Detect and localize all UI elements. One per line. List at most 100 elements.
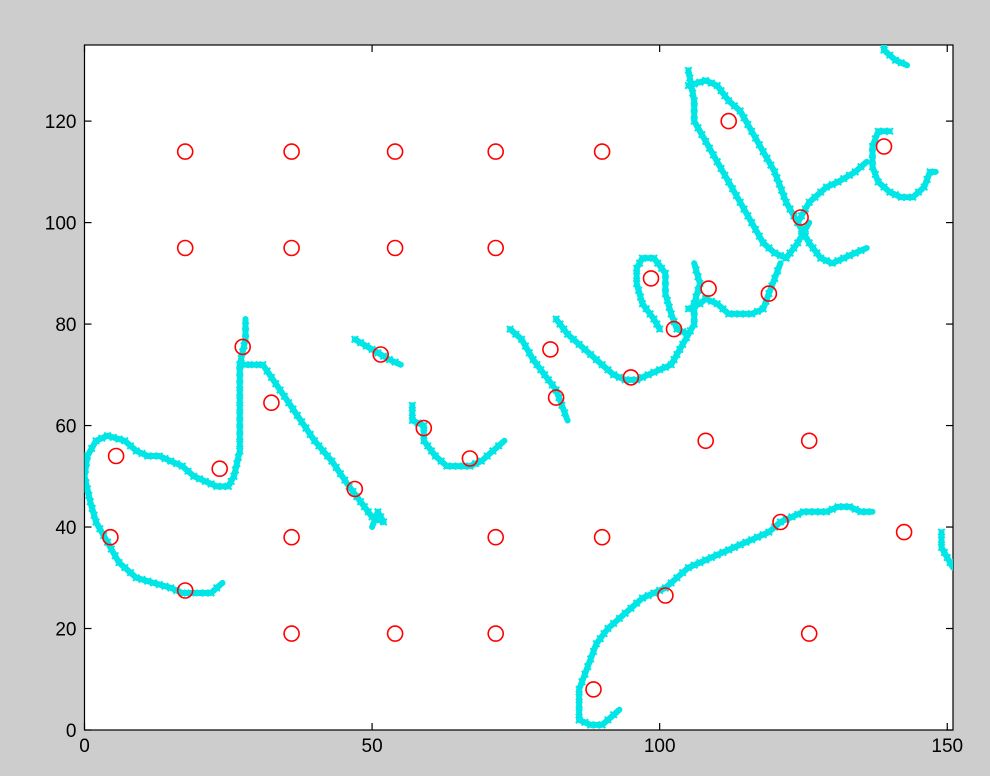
cyan-x-marker xyxy=(634,286,643,295)
red-circle-marker xyxy=(697,432,715,450)
cyan-x-marker xyxy=(690,79,699,88)
y-tick-label: 20 xyxy=(55,620,76,641)
cyan-x-marker xyxy=(92,518,100,526)
cyan-x-marker xyxy=(765,244,773,252)
cyan-x-marker xyxy=(862,507,871,516)
red-circle-marker xyxy=(875,138,893,155)
cyan-x-marker xyxy=(644,370,653,379)
cyan-x-marker xyxy=(868,149,877,158)
cyan-x-marker xyxy=(773,174,781,182)
cyan-x-marker xyxy=(777,186,786,195)
cyan-stroke-series xyxy=(84,45,953,729)
cyan-x-marker xyxy=(857,162,865,171)
cyan-x-marker xyxy=(713,157,722,166)
cyan-x-marker xyxy=(822,183,831,191)
cyan-x-marker xyxy=(692,293,701,301)
cyan-x-marker xyxy=(661,276,670,285)
cyan-x-marker xyxy=(692,266,701,274)
cyan-x-marker xyxy=(661,269,670,278)
cyan-x-marker xyxy=(675,345,684,354)
cyan-x-marker xyxy=(655,365,664,374)
cyan-x-marker xyxy=(460,462,469,471)
cyan-x-marker xyxy=(557,401,566,410)
cyan-x-marker xyxy=(511,330,520,339)
cyan-x-marker xyxy=(488,447,497,455)
cyan-x-marker xyxy=(494,441,503,450)
cyan-x-marker xyxy=(235,396,244,405)
cyan-x-marker xyxy=(289,405,297,413)
cyan-x-marker xyxy=(685,74,694,82)
cyan-x-marker xyxy=(240,341,249,350)
cyan-x-marker xyxy=(149,578,158,587)
cyan-x-marker xyxy=(765,528,773,537)
cyan-x-marker xyxy=(138,449,146,458)
cyan-x-marker xyxy=(235,388,244,397)
cyan-x-marker xyxy=(782,198,791,207)
red-circle-marker xyxy=(800,432,818,450)
axes-frame xyxy=(83,44,954,731)
cyan-x-marker xyxy=(684,563,693,572)
cyan-x-marker xyxy=(234,453,243,462)
cyan-x-marker xyxy=(603,624,612,633)
cyan-x-marker xyxy=(235,360,244,369)
cyan-x-marker xyxy=(235,411,244,420)
cyan-x-marker xyxy=(103,431,112,440)
cyan-x-marker xyxy=(143,452,152,460)
cyan-x-marker xyxy=(688,89,697,98)
red-circle-marker xyxy=(593,528,611,546)
cyan-x-marker xyxy=(871,170,880,179)
cyan-x-marker xyxy=(759,238,768,247)
cyan-x-marker xyxy=(897,58,906,67)
cyan-x-marker xyxy=(697,130,706,139)
cyan-x-marker xyxy=(155,452,164,460)
cyan-x-marker xyxy=(776,518,785,526)
cyan-x-marker xyxy=(87,444,96,453)
cyan-x-marker xyxy=(690,110,699,119)
cyan-x-marker xyxy=(442,462,451,471)
cyan-x-marker xyxy=(166,584,175,592)
red-circle-marker xyxy=(107,447,125,465)
cyan-x-marker xyxy=(670,355,678,364)
red-circle-marker xyxy=(487,528,505,546)
cyan-x-marker xyxy=(719,304,727,313)
cyan-x-marker xyxy=(235,403,244,412)
cyan-x-marker xyxy=(149,452,158,460)
red-circle-marker xyxy=(760,285,778,302)
cyan-x-marker xyxy=(235,439,244,448)
red-circle-marker xyxy=(487,143,505,160)
cyan-x-marker xyxy=(598,360,607,369)
cyan-x-marker xyxy=(376,512,385,521)
cyan-x-marker xyxy=(454,462,463,471)
cyan-x-marker xyxy=(828,505,837,514)
cyan-x-marker xyxy=(306,430,315,439)
cyan-x-marker xyxy=(235,367,244,376)
cyan-x-marker xyxy=(690,302,699,311)
cyan-x-marker xyxy=(115,558,123,567)
cyan-x-marker xyxy=(751,225,760,234)
cyan-x-marker xyxy=(615,373,624,382)
cyan-x-marker xyxy=(776,251,785,260)
cyan-x-marker xyxy=(391,358,399,367)
cyan-x-marker xyxy=(779,192,788,201)
cyan-x-marker xyxy=(851,167,860,176)
red-circle-marker xyxy=(386,625,404,642)
cyan-x-marker xyxy=(759,530,768,539)
cyan-x-marker xyxy=(638,299,647,308)
cyan-x-marker xyxy=(241,321,250,330)
red-circle-marker xyxy=(346,480,364,498)
cyan-x-marker xyxy=(701,76,710,85)
cyan-x-marker xyxy=(740,113,748,122)
cyan-x-marker xyxy=(766,161,775,169)
red-circle-marker xyxy=(487,239,505,257)
red-circle-marker xyxy=(176,143,194,160)
cyan-x-marker xyxy=(747,535,756,544)
red-circle-marker xyxy=(700,280,717,297)
cyan-x-marker xyxy=(586,655,595,663)
cyan-x-marker xyxy=(773,266,782,275)
cyan-x-marker xyxy=(667,310,676,318)
cyan-x-marker xyxy=(667,360,676,369)
red-circle-marker xyxy=(792,209,809,226)
cyan-x-marker xyxy=(822,507,831,516)
cyan-x-marker xyxy=(362,342,371,350)
cyan-x-marker xyxy=(235,418,244,427)
